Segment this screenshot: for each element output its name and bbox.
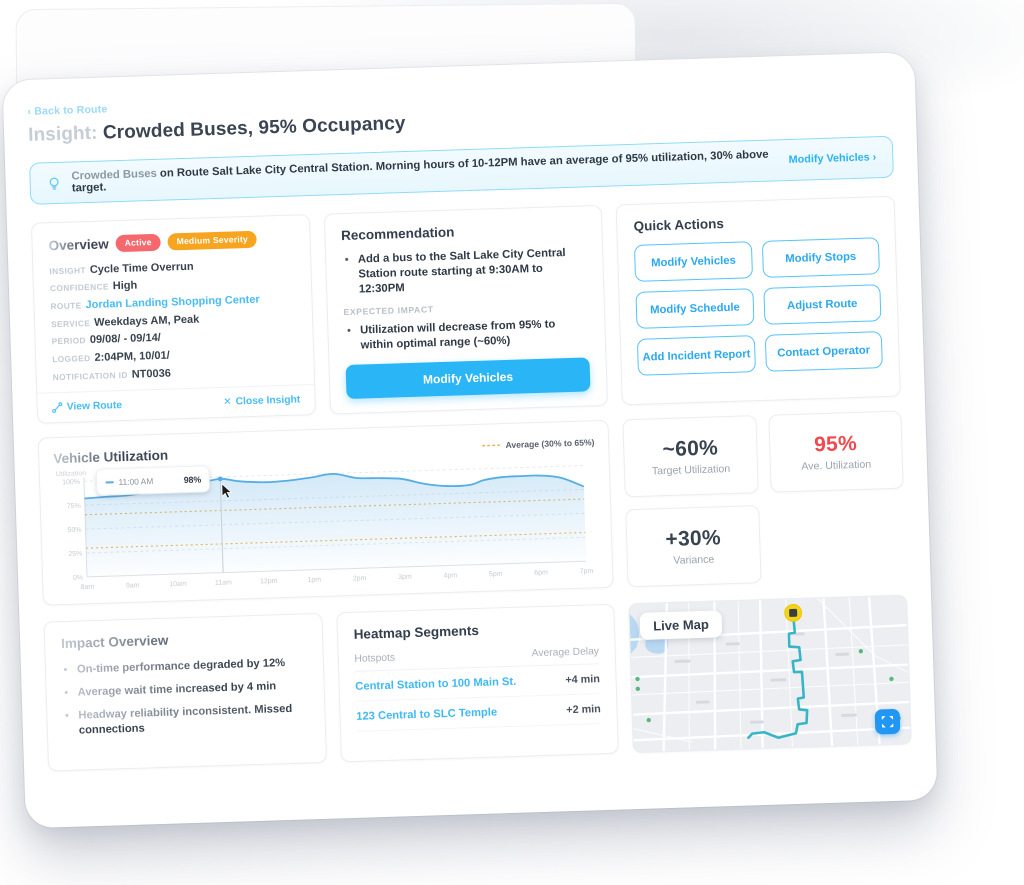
svg-text:4pm: 4pm bbox=[443, 572, 457, 579]
svg-text:Utilization: Utilization bbox=[56, 470, 87, 478]
heatmap-title: Heatmap Segments bbox=[353, 622, 480, 642]
impact-bullet: On-time performance degraded by 12% bbox=[77, 655, 307, 677]
impact-bullet: Average wait time increased by 4 min bbox=[77, 678, 307, 700]
overview-title: Overview bbox=[48, 236, 109, 254]
bus-marker bbox=[784, 603, 803, 622]
status-badge-active: Active bbox=[115, 233, 161, 252]
recommendation-card: Recommendation Add a bus to the Salt Lak… bbox=[323, 204, 609, 415]
close-icon: ✕ bbox=[223, 396, 232, 408]
live-map-label: Live Map bbox=[639, 610, 723, 640]
bottom-cards-row: Impact Overview On-time performance degr… bbox=[43, 594, 912, 772]
series-area bbox=[84, 473, 587, 577]
quick-actions-title: Quick Actions bbox=[633, 216, 725, 234]
crosshair-line bbox=[219, 480, 224, 573]
quick-action-add-incident-report[interactable]: Add Incident Report bbox=[637, 335, 756, 376]
map-expand-button[interactable] bbox=[874, 708, 901, 735]
close-insight-link[interactable]: ✕ Close Insight bbox=[223, 394, 301, 408]
recommendation-bullet: Add a bus to the Salt Lake City Central … bbox=[358, 245, 588, 297]
stats-column: ~60% Target Utilization 95% Ave. Utiliza… bbox=[622, 410, 907, 588]
svg-text:12pm: 12pm bbox=[260, 578, 278, 586]
lightbulb-icon bbox=[49, 177, 59, 190]
route-polyline bbox=[747, 613, 809, 740]
quick-action-adjust-route[interactable]: Adjust Route bbox=[762, 284, 882, 325]
svg-text:100%: 100% bbox=[62, 479, 80, 487]
svg-text:2pm: 2pm bbox=[353, 575, 367, 582]
route-link[interactable]: Jordan Landing Shopping Center bbox=[85, 293, 260, 312]
quick-actions-grid: Modify Vehicles Modify Stops Modify Sche… bbox=[634, 237, 883, 376]
vehicle-utilization-card: Vehicle Utilization Average (30% to 65%)… bbox=[37, 419, 615, 606]
chart-row: Vehicle Utilization Average (30% to 65%)… bbox=[37, 410, 907, 606]
expected-impact-label: EXPECTED IMPACT bbox=[343, 304, 434, 318]
svg-text:98%: 98% bbox=[184, 474, 202, 485]
svg-text:11:00 AM: 11:00 AM bbox=[118, 476, 153, 487]
impact-bullet: Headway reliability inconsistent. Missed… bbox=[78, 701, 308, 738]
quick-action-modify-schedule[interactable]: Modify Schedule bbox=[635, 288, 755, 329]
svg-text:7pm: 7pm bbox=[580, 568, 594, 575]
hover-data-point bbox=[217, 476, 223, 482]
stat-variance: +30% Variance bbox=[625, 505, 762, 588]
stat-average-utilization: 95% Ave. Utilization bbox=[767, 410, 904, 493]
severity-badge: Medium Severity bbox=[167, 230, 258, 251]
overview-fields: INSIGHT Cycle Time Overrun CONFIDENCE High… bbox=[49, 256, 297, 384]
heatmap-row: 123 Central to SLC Temple +2 min bbox=[355, 694, 602, 732]
live-map-card[interactable]: Live Map bbox=[628, 594, 912, 754]
stat-target-utilization: ~60% Target Utilization bbox=[622, 415, 759, 498]
quick-action-modify-vehicles[interactable]: Modify Vehicles bbox=[634, 241, 753, 282]
expected-impact-bullet: Utilization will decrease from 95% to wi… bbox=[360, 316, 590, 353]
chart-legend: Average (30% to 65%) bbox=[482, 437, 595, 451]
svg-text:25%: 25% bbox=[68, 551, 82, 558]
segment-link[interactable]: 123 Central to SLC Temple bbox=[356, 705, 498, 723]
svg-text:9am: 9am bbox=[126, 582, 140, 589]
quick-action-contact-operator[interactable]: Contact Operator bbox=[764, 331, 883, 372]
svg-text:50%: 50% bbox=[67, 527, 81, 534]
banner-message: Crowded Buses on Route Salt Lake City Ce… bbox=[71, 148, 769, 195]
quick-action-modify-stops[interactable]: Modify Stops bbox=[761, 237, 880, 278]
svg-text:8am: 8am bbox=[80, 584, 94, 591]
legend-dash-icon bbox=[482, 444, 501, 447]
modify-vehicles-button[interactable]: Modify Vehicles bbox=[345, 357, 591, 400]
chevron-right-icon: › bbox=[872, 151, 877, 164]
mouse-cursor bbox=[221, 482, 233, 499]
view-route-link[interactable]: View Route bbox=[52, 400, 122, 413]
recommendation-title: Recommendation bbox=[340, 224, 455, 244]
impact-overview-title: Impact Overview bbox=[61, 628, 306, 651]
chart-tooltip: 11:00 AM 98% bbox=[95, 465, 210, 496]
svg-text:10am: 10am bbox=[169, 581, 187, 589]
svg-text:0%: 0% bbox=[73, 575, 83, 582]
banner-modify-vehicles-link[interactable]: Modify Vehicles › bbox=[788, 151, 877, 166]
overview-footer: View Route ✕ Close Insight bbox=[37, 384, 315, 423]
overview-card: Overview Active Medium Severity INSIGHT C… bbox=[30, 214, 316, 424]
dashboard-window: ‹ Back to Route Insight: Crowded Buses, … bbox=[2, 52, 938, 829]
insight-alert-banner: Crowded Buses on Route Salt Lake City Ce… bbox=[29, 135, 894, 205]
chevron-left-icon: ‹ bbox=[27, 105, 32, 118]
chart-title: Vehicle Utilization bbox=[53, 447, 169, 467]
svg-text:11am: 11am bbox=[215, 579, 232, 587]
svg-text:75%: 75% bbox=[67, 503, 81, 510]
top-cards-row: Overview Active Medium Severity INSIGHT C… bbox=[30, 195, 901, 424]
svg-text:1pm: 1pm bbox=[307, 576, 321, 583]
quick-actions-card: Quick Actions Modify Vehicles Modify Sto… bbox=[615, 195, 901, 406]
heatmap-segments-card: Heatmap Segments Hotspots Average Delay … bbox=[335, 603, 620, 763]
svg-text:5pm: 5pm bbox=[489, 571, 503, 578]
route-icon bbox=[52, 402, 63, 413]
expand-icon bbox=[881, 715, 894, 728]
segment-link[interactable]: Central Station to 100 Main St. bbox=[355, 675, 517, 693]
svg-text:6pm: 6pm bbox=[534, 569, 548, 576]
svg-text:3pm: 3pm bbox=[398, 574, 412, 581]
impact-overview-card: Impact Overview On-time performance degr… bbox=[43, 612, 327, 772]
